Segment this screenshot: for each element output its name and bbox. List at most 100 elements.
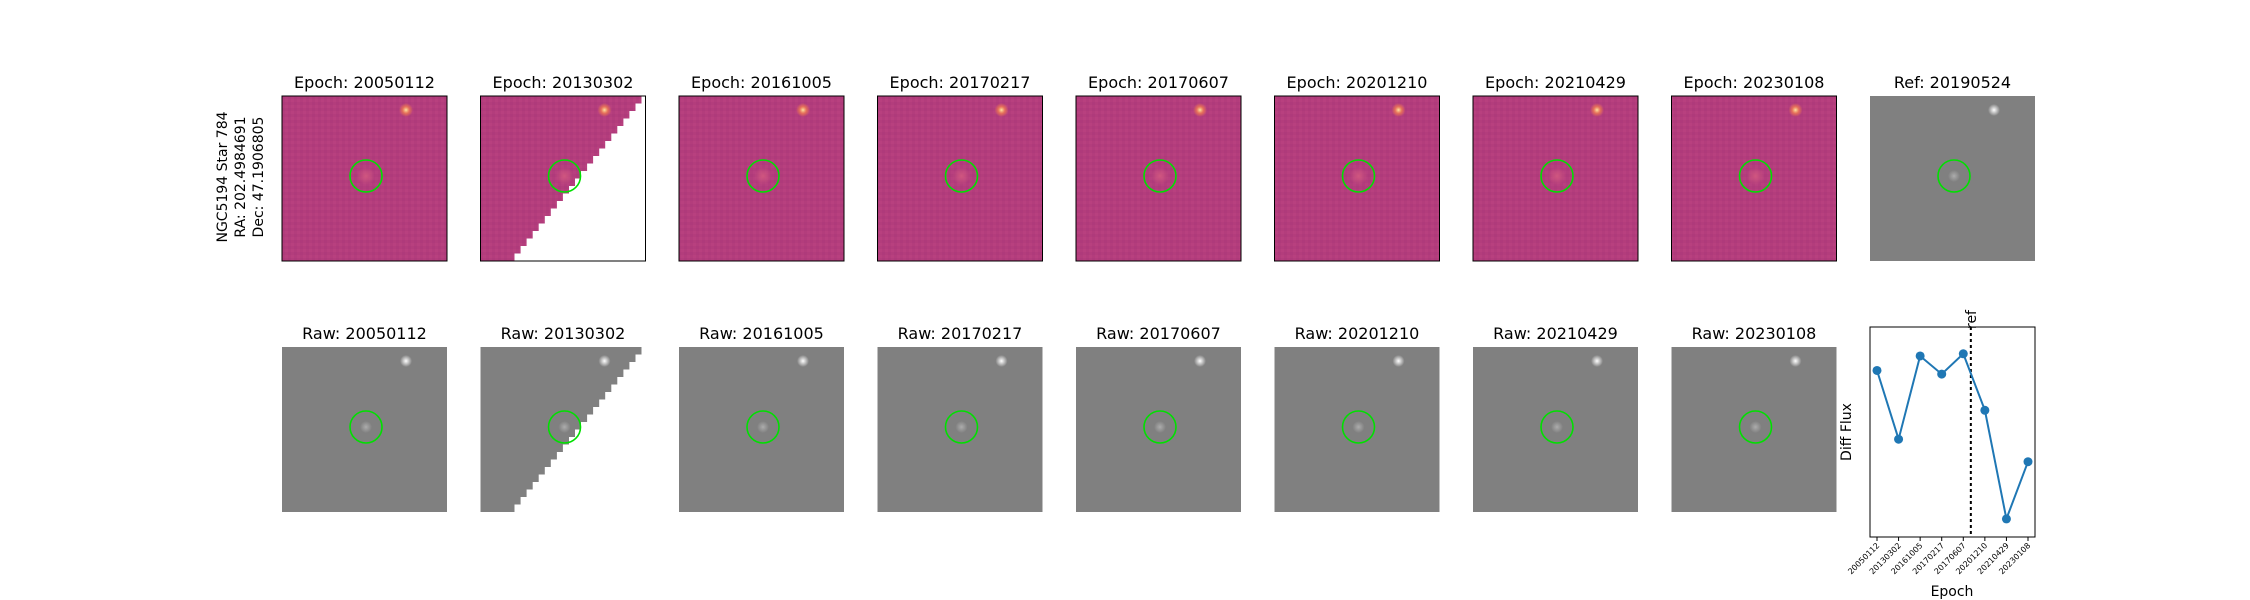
target-star — [1352, 421, 1365, 433]
reference-panel: Ref: 20190524 — [1870, 73, 2035, 261]
diff-panel-title: Epoch: 20050112 — [294, 73, 435, 92]
target-star — [1154, 421, 1166, 433]
diff-image-frame — [1472, 95, 1639, 262]
aperture-circle — [1540, 410, 1574, 444]
bright-star-residual — [796, 103, 810, 117]
diff-panel-title: Epoch: 20230108 — [1684, 73, 1825, 92]
raw-panel-title: Raw: 20130302 — [501, 324, 626, 343]
raw-panel-20230108: Raw: 20230108 — [1671, 324, 1837, 512]
diff-flux-points — [1872, 349, 2033, 524]
diff-panel-20170217: Epoch: 20170217 — [877, 73, 1043, 262]
bright-star — [1591, 355, 1603, 367]
aperture-circle — [547, 410, 582, 444]
diff-panel-20230108: Epoch: 20230108 — [1671, 73, 1837, 262]
diff-panel-20050112: Epoch: 20050112 — [281, 73, 448, 262]
bright-star — [598, 355, 611, 367]
aperture-circle — [1937, 159, 1971, 193]
bright-star-residual — [1193, 103, 1207, 117]
target-residual — [754, 167, 772, 185]
ref-label: ref — [1964, 309, 1980, 329]
target-residual — [952, 167, 971, 185]
bright-star — [1988, 104, 2000, 116]
object-name: NGC5194 Star 784 — [215, 111, 231, 242]
object-label: NGC5194 Star 784 RA: 202.4984691 Dec: 47… — [215, 111, 267, 242]
aperture-circle — [1341, 159, 1376, 193]
object-ra: RA: 202.4984691 — [233, 116, 249, 237]
aperture-circle — [944, 159, 979, 193]
target-residual — [1548, 167, 1566, 185]
diff-image-frame — [1274, 95, 1440, 262]
raw-panel-title: Raw: 20210429 — [1493, 324, 1618, 343]
aperture-circle — [746, 410, 780, 444]
aperture-circle — [1341, 410, 1376, 444]
y-axis-label: Diff Flux — [1839, 403, 1855, 461]
x-axis-label: Epoch — [1931, 584, 1974, 600]
bright-star-residual — [994, 103, 1009, 117]
diff-image-frame — [1075, 95, 1242, 262]
target-star — [757, 421, 769, 433]
diff-panel-20210429: Epoch: 20210429 — [1472, 73, 1639, 262]
raw-panel-title: Raw: 20230108 — [1692, 324, 1817, 343]
diff-panel-20170607: Epoch: 20170607 — [1075, 73, 1242, 262]
diff-panel-title: Epoch: 20201210 — [1287, 73, 1428, 92]
raw-panel-20170607: Raw: 20170607 — [1076, 324, 1241, 512]
raw-panel-title: Raw: 20170607 — [1096, 324, 1221, 343]
image-panels: Epoch: 20050112 Raw: 20050112 Epoch: 20130… — [281, 73, 2035, 512]
diff-panel-title: Epoch: 20210429 — [1485, 73, 1626, 92]
aperture-circle — [1738, 159, 1773, 193]
bright-star-residual — [1590, 103, 1604, 117]
bright-star — [1392, 355, 1405, 367]
bright-star — [1789, 355, 1802, 367]
diff-panel-title: Epoch: 20170607 — [1088, 73, 1229, 92]
raw-panel-20050112: Raw: 20050112 — [282, 324, 447, 512]
aperture-circle — [1143, 159, 1177, 193]
raw-panel-title: Raw: 20050112 — [302, 324, 427, 343]
aperture-circle — [1738, 410, 1773, 444]
data-point-20050112 — [1872, 365, 1882, 375]
target-residual — [1151, 167, 1169, 185]
raw-panel-20130302: Raw: 20130302 — [480, 324, 646, 512]
target-residual — [1349, 167, 1368, 185]
diff-flux-chart: ref 200501122013030220161005201702172017… — [1839, 309, 2036, 600]
raw-panel-20201210: Raw: 20201210 — [1274, 324, 1440, 512]
aperture-circle — [349, 410, 383, 444]
bright-star-residual — [1391, 103, 1406, 117]
raw-panel-20170217: Raw: 20170217 — [877, 324, 1043, 512]
diff-panel-title: Epoch: 20170217 — [890, 73, 1031, 92]
x-ticks: 2005011220130302201610052017021720170607… — [1846, 537, 2032, 576]
diff-panel-title: Epoch: 20130302 — [493, 73, 634, 92]
aperture-circle — [1143, 410, 1177, 444]
raw-panel-title: Raw: 20201210 — [1295, 324, 1420, 343]
target-star — [558, 421, 571, 433]
data-point-20210429 — [2001, 514, 2011, 524]
object-dec: Dec: 47.1906805 — [251, 117, 267, 238]
diff-image-frame — [678, 95, 845, 262]
bright-star — [400, 355, 412, 367]
data-point-20170217 — [1937, 369, 1947, 379]
bright-star — [1194, 355, 1206, 367]
diff-image-frame — [480, 95, 646, 262]
data-point-20161005 — [1915, 351, 1925, 361]
diff-panel-title: Epoch: 20161005 — [691, 73, 832, 92]
target-star — [360, 421, 372, 433]
no-coverage-region — [508, 96, 646, 261]
raw-panel-20210429: Raw: 20210429 — [1473, 324, 1638, 512]
raw-panel-20161005: Raw: 20161005 — [679, 324, 844, 512]
bright-star-residual — [597, 103, 612, 117]
data-point-20201210 — [1980, 405, 1990, 415]
diff-image-frame — [281, 95, 448, 262]
aperture-circle — [547, 159, 582, 193]
target-star — [955, 421, 968, 433]
diff-panel-20161005: Epoch: 20161005 — [678, 73, 845, 262]
target-star — [1749, 421, 1762, 433]
raw-panel-title: Raw: 20170217 — [898, 324, 1023, 343]
bright-star-residual — [399, 103, 413, 117]
diff-panel-20201210: Epoch: 20201210 — [1274, 73, 1440, 262]
data-point-20130302 — [1894, 434, 1904, 444]
chart-frame — [1869, 326, 2036, 538]
target-residual — [555, 167, 574, 185]
data-point-20230108 — [2023, 457, 2033, 467]
bright-star — [995, 355, 1008, 367]
raw-panel-title: Raw: 20161005 — [699, 324, 824, 343]
aperture-circle — [746, 159, 780, 193]
